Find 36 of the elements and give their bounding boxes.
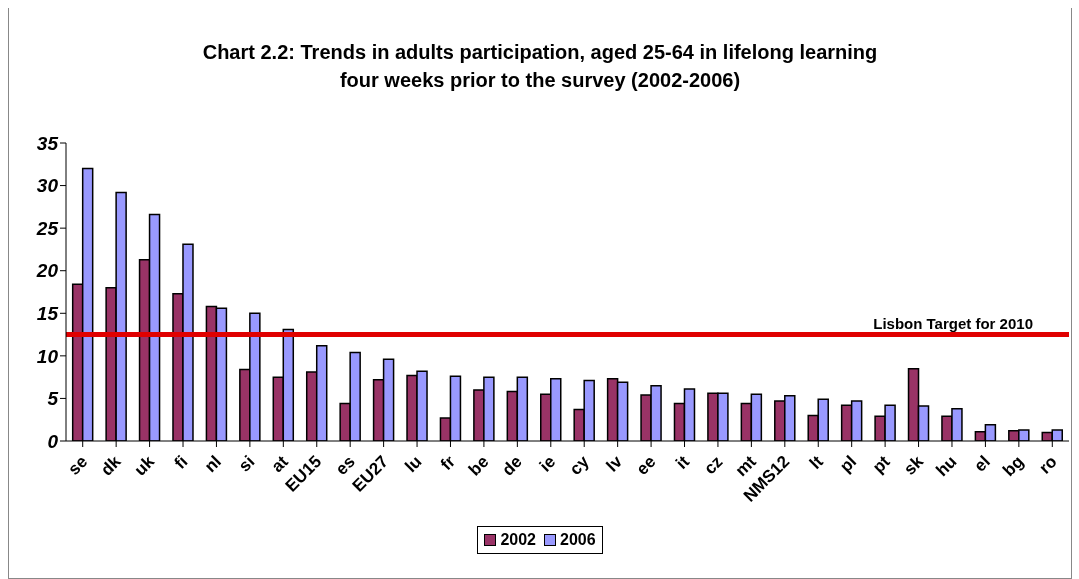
x-tick-label: be bbox=[464, 452, 493, 480]
x-tick-label: ro bbox=[1035, 452, 1061, 478]
x-tick-label: lu bbox=[401, 452, 426, 477]
x-tick-label: pt bbox=[868, 451, 894, 477]
y-tick-label: 30 bbox=[36, 175, 59, 197]
x-tick-label: el bbox=[970, 452, 994, 476]
y-tick-label: 35 bbox=[36, 132, 59, 154]
x-tick-label: nl bbox=[200, 452, 225, 477]
x-tick-label: fr bbox=[436, 451, 460, 475]
x-tick-label: fi bbox=[170, 452, 192, 473]
x-tick-label: hu bbox=[932, 452, 961, 481]
y-tick-label: 10 bbox=[36, 345, 59, 367]
x-tick-label: de bbox=[498, 452, 526, 480]
chart-title: Chart 2.2: Trends in adults participation, aged 25-64 in lifelong learning four weeks prior to the survey (2002-2006) bbox=[201, 40, 879, 93]
x-tick-label: si bbox=[234, 452, 259, 476]
x-tick-label: it bbox=[672, 451, 694, 473]
x-tick-label: sk bbox=[900, 451, 928, 479]
x-tick-label: cz bbox=[700, 452, 727, 479]
x-tick-label: ee bbox=[632, 452, 660, 479]
y-tick-label: 15 bbox=[36, 303, 59, 325]
x-tick-label: uk bbox=[130, 451, 159, 480]
y-tick-label: 0 bbox=[47, 430, 59, 452]
ref-line-label: Lisbon Target for 2010 bbox=[873, 314, 1033, 332]
y-tick-label: 20 bbox=[35, 260, 59, 282]
x-tick-label: se bbox=[64, 452, 92, 479]
x-tick-label: dk bbox=[97, 451, 126, 480]
y-tick-label: 5 bbox=[47, 388, 59, 410]
y-tick-label: 25 bbox=[35, 217, 59, 239]
x-tick-label: cy bbox=[565, 451, 594, 479]
legend-label: 2002 bbox=[499, 531, 536, 549]
x-tick-label: pl bbox=[836, 452, 861, 477]
x-tick-label: ie bbox=[535, 452, 560, 476]
x-tick-label: bg bbox=[999, 452, 1028, 481]
x-tick-label: lt bbox=[805, 451, 827, 473]
legend-label: 2006 bbox=[559, 531, 596, 549]
x-tick-label: lv bbox=[602, 451, 627, 476]
